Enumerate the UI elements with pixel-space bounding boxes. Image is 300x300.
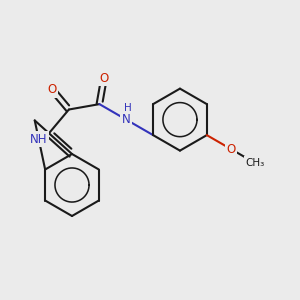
- Text: CH₃: CH₃: [245, 158, 265, 168]
- Text: NH: NH: [30, 133, 47, 146]
- Text: O: O: [99, 72, 109, 85]
- Text: N: N: [122, 113, 130, 126]
- Text: O: O: [226, 142, 236, 156]
- Text: O: O: [47, 83, 57, 96]
- Text: H: H: [124, 103, 132, 113]
